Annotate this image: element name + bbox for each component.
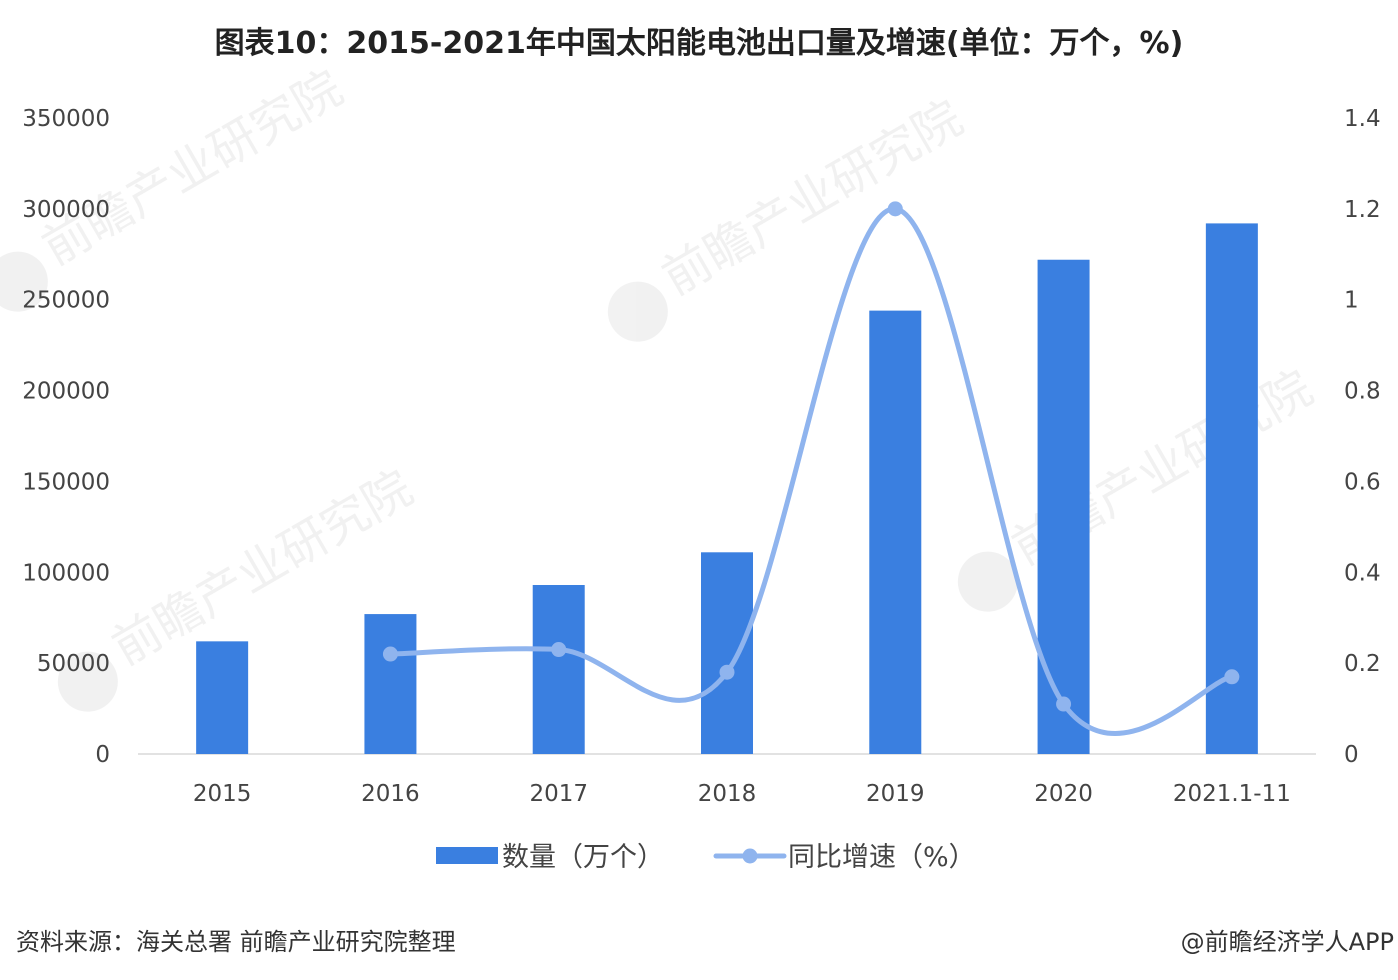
legend: 数量（万个） 同比增速（%） (436, 842, 976, 873)
left-axis-tick-label: 0 (95, 742, 110, 768)
bar (869, 310, 922, 754)
legend-line-label: 同比增速（%） (788, 842, 976, 873)
x-axis-tick-label: 2015 (193, 781, 252, 807)
x-axis-tick-label: 2021.1-11 (1173, 781, 1291, 807)
x-axis-tick-label: 2019 (866, 781, 925, 807)
watermark-logo-icon (57, 651, 118, 712)
bar (1205, 223, 1258, 754)
right-axis-tick-label: 1.4 (1344, 106, 1381, 132)
left-axis-tick-label: 300000 (22, 197, 110, 223)
growth-point (1224, 669, 1240, 685)
watermark-text: 前瞻产业研究院 (33, 60, 352, 277)
right-axis-tick-label: 0 (1344, 742, 1359, 768)
growth-point (1056, 696, 1072, 712)
legend-bar-swatch (436, 847, 498, 864)
right-axis-tick-label: 0.2 (1344, 651, 1381, 677)
bar (532, 585, 585, 754)
growth-point (719, 664, 735, 680)
right-axis-tick-label: 0.4 (1344, 560, 1381, 586)
bar (1037, 259, 1090, 754)
credit-note: @前瞻经济学人APP (1180, 928, 1394, 956)
source-note: 资料来源：海关总署 前瞻产业研究院整理 (16, 928, 456, 956)
x-axis-tick-label: 2016 (361, 781, 420, 807)
right-axis-tick-label: 1.2 (1344, 197, 1381, 223)
bar (701, 552, 753, 754)
left-axis-tick-label: 100000 (22, 560, 110, 586)
x-axis-tick-label: 2018 (698, 781, 757, 807)
watermark: 前瞻产业研究院 (957, 360, 1322, 612)
watermark-logo-icon (957, 551, 1018, 612)
line-layer (382, 201, 1240, 736)
left-axis-tick-label: 50000 (37, 651, 110, 677)
chart-title: 图表10：2015-2021年中国太阳能电池出口量及增速(单位：万个，%) (214, 26, 1184, 61)
legend-line-marker (742, 848, 758, 864)
legend-bar-label: 数量（万个） (502, 842, 664, 873)
left-axis-tick-label: 350000 (22, 106, 110, 132)
left-axis-tick-label: 200000 (22, 379, 110, 405)
right-axis-tick-label: 0.6 (1344, 469, 1381, 495)
growth-point (551, 642, 567, 658)
watermark-logo-icon (0, 251, 48, 312)
left-axis-tick-label: 150000 (22, 469, 110, 495)
watermark-logo-icon (607, 281, 668, 342)
bar (364, 614, 417, 754)
growth-point (382, 646, 398, 662)
right-axis-tick-label: 1 (1344, 288, 1359, 314)
watermark: 前瞻产业研究院 (0, 60, 352, 312)
x-axis-tick-label: 2020 (1034, 781, 1093, 807)
watermark-text: 前瞻产业研究院 (653, 90, 972, 307)
left-axis-tick-label: 250000 (22, 288, 110, 314)
bar (196, 641, 249, 754)
growth-point (887, 201, 903, 217)
axes-layer: 0 50000 100000 150000 200000 250000 300000 3500… (22, 106, 1380, 807)
x-axis-tick-label: 2017 (529, 781, 588, 807)
right-axis-tick-label: 0.8 (1344, 379, 1381, 405)
